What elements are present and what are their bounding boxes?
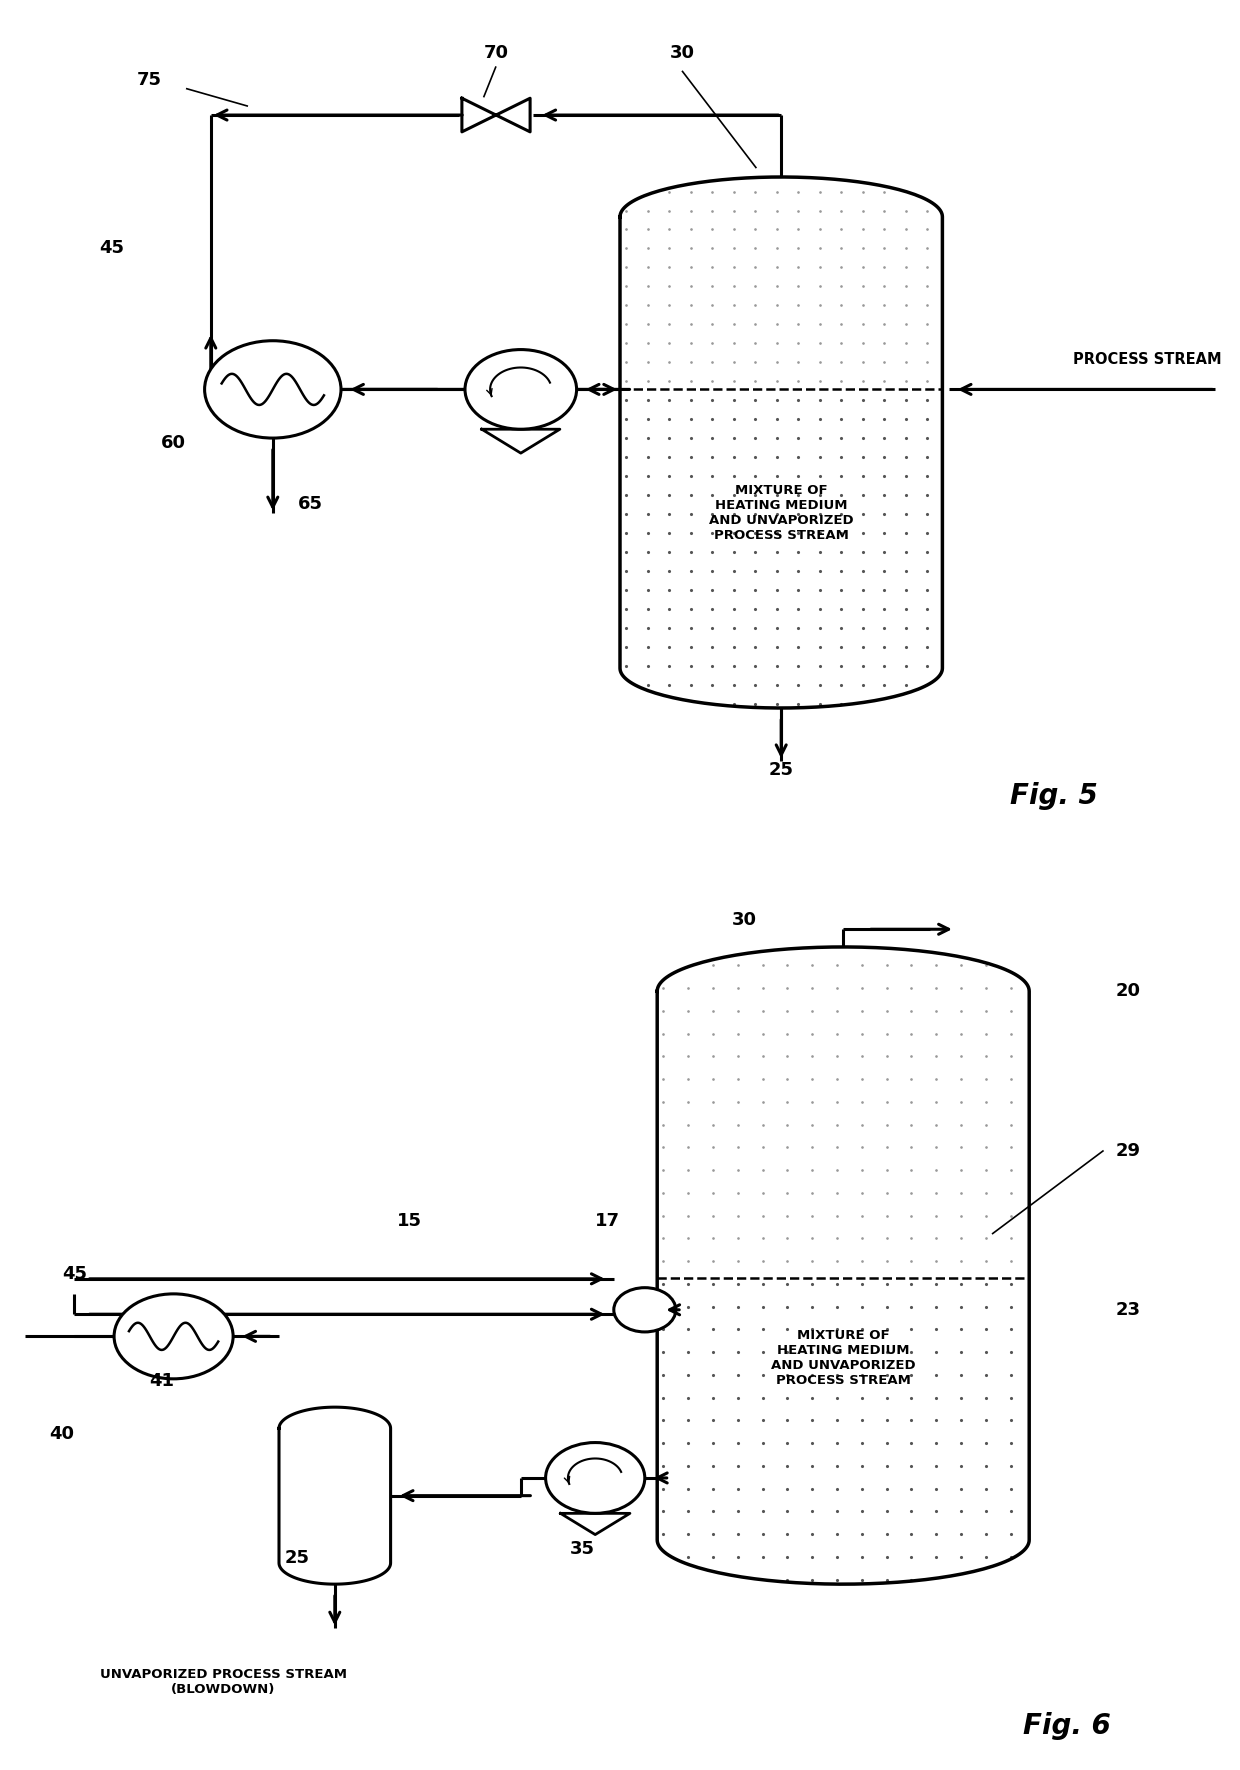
Text: 25: 25: [285, 1549, 310, 1566]
Polygon shape: [560, 1513, 630, 1535]
Circle shape: [465, 350, 577, 430]
Polygon shape: [620, 177, 942, 708]
Text: 65: 65: [298, 496, 322, 513]
Text: 25: 25: [769, 761, 794, 779]
Text: 40: 40: [50, 1425, 74, 1443]
Polygon shape: [657, 947, 1029, 1584]
Circle shape: [614, 1289, 676, 1331]
Circle shape: [205, 340, 341, 439]
Text: 45: 45: [62, 1266, 87, 1283]
Text: PROCESS STREAM: PROCESS STREAM: [1073, 352, 1221, 368]
Text: 41: 41: [149, 1372, 174, 1389]
Polygon shape: [461, 97, 531, 133]
Text: Fig. 5: Fig. 5: [1011, 782, 1097, 811]
Circle shape: [114, 1294, 233, 1379]
Text: 20: 20: [1116, 982, 1141, 1000]
Text: 17: 17: [595, 1212, 620, 1230]
Polygon shape: [279, 1407, 391, 1584]
Text: 23: 23: [1116, 1301, 1141, 1319]
Text: UNVAPORIZED PROCESS STREAM
(BLOWDOWN): UNVAPORIZED PROCESS STREAM (BLOWDOWN): [99, 1667, 347, 1696]
Circle shape: [546, 1443, 645, 1513]
Text: Fig. 6: Fig. 6: [1023, 1712, 1110, 1740]
Text: 30: 30: [732, 912, 756, 929]
Text: MIXTURE OF
HEATING MEDIUM
AND UNVAPORIZED
PROCESS STREAM: MIXTURE OF HEATING MEDIUM AND UNVAPORIZE…: [709, 485, 853, 542]
Text: 35: 35: [570, 1540, 595, 1558]
Text: 75: 75: [136, 71, 161, 88]
Text: 30: 30: [670, 44, 694, 62]
Text: MIXTURE OF
HEATING MEDIUM
AND UNVAPORIZED
PROCESS STREAM: MIXTURE OF HEATING MEDIUM AND UNVAPORIZE…: [771, 1329, 915, 1388]
Polygon shape: [481, 428, 560, 453]
Text: 15: 15: [397, 1212, 422, 1230]
Text: 70: 70: [484, 44, 508, 62]
Text: 29: 29: [1116, 1142, 1141, 1159]
Text: 45: 45: [99, 239, 124, 257]
Text: 60: 60: [161, 434, 186, 451]
